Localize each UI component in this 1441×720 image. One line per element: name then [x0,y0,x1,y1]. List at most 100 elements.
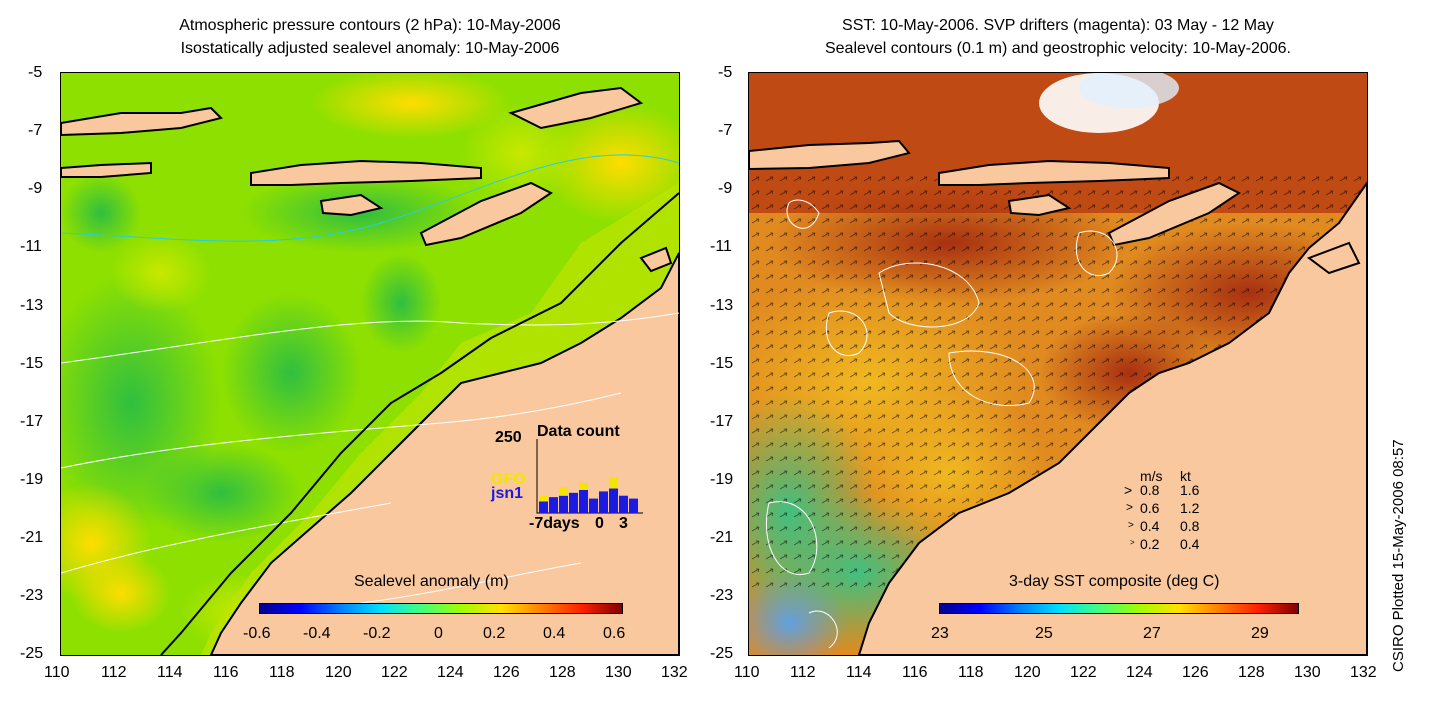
right-panel-title: SST: 10-May-2006. SVP drifters (magenta)… [748,14,1368,60]
left-lon-label: 130 [605,664,632,681]
inset-bar-gfo [579,482,588,490]
sealevel-anomaly-map: 250 Data count GFO jsn1 -7days 0 3 Seale… [60,72,680,656]
left-panel-title: Atmospheric pressure contours (2 hPa): 1… [60,14,680,60]
inset-title: Data count [537,423,620,440]
inset-series-gfo: GFO [491,471,526,488]
inset-bar-jsn1 [579,489,588,513]
legend-kt-value: 0.4 [1180,536,1200,552]
left-lon-label: 132 [661,664,688,681]
right-lon-label: 110 [734,664,760,681]
left-lat-label: -7 [28,122,43,139]
inset-bar-jsn1 [549,497,558,513]
left-lon-label: 122 [381,664,408,681]
left-lat-label: -5 [28,64,43,81]
inset-bar-gfo [559,487,568,496]
inset-bar-jsn1 [589,498,598,513]
left-lon-label: 110 [44,664,70,681]
inset-max-label: 250 [495,429,522,446]
sealevel-colorbar-bar [259,603,623,614]
left-lat-label: -17 [20,413,44,430]
sst-map-graphic [749,73,1367,655]
sst-tick-0: 23 [931,625,949,642]
left-title-line1: Atmospheric pressure contours (2 hPa): 1… [179,17,561,34]
right-lat-label: -15 [710,355,734,372]
right-lat-label: -25 [710,645,734,662]
inset-bar-jsn1 [609,488,618,513]
legend-header-ms: m/s [1140,468,1163,484]
left-lat-label: -15 [20,355,44,372]
inset-bar-jsn1 [569,492,578,513]
sst-colorbar-label: 3-day SST composite (deg C) [1009,573,1220,590]
inset-bar-gfo [609,477,618,489]
sealevel-tick-2: -0.2 [363,625,391,642]
right-lon-label: 128 [1238,664,1265,681]
legend-ms-value: 0.6 [1140,500,1160,516]
right-lat-label: -23 [710,587,734,604]
right-lon-label: 116 [902,664,928,681]
sealevel-tick-5: 0.4 [543,625,566,642]
left-lat-label: -9 [28,180,43,197]
sst-tick-2: 27 [1143,625,1161,642]
legend-ms-value: 0.2 [1140,536,1160,552]
inset-x-end: 3 [619,515,628,532]
right-lon-label: 126 [1182,664,1209,681]
inset-bars [536,439,643,514]
sealevel-tick-3: 0 [434,625,443,642]
left-lat-label: -11 [20,238,42,255]
sealevel-anomaly-map-graphic [61,73,679,655]
right-lon-label: 122 [1070,664,1097,681]
left-lat-label: -19 [20,471,44,488]
legend-kt-value: 1.6 [1180,482,1200,498]
legend-arrow-icon: > [1130,538,1135,547]
right-lat-label: -11 [710,238,732,255]
right-lat-label: -17 [710,413,734,430]
sealevel-tick-4: 0.2 [483,625,506,642]
plot-stamp: CSIRO Plotted 15-May-2006 08:57 [1390,439,1407,672]
legend-header-kt: kt [1180,468,1191,484]
sealevel-tick-1: -0.4 [303,625,331,642]
right-lon-label: 132 [1350,664,1377,681]
right-lon-label: 118 [958,664,984,681]
left-lat-label: -21 [20,529,44,546]
legend-arrow-icon: > [1126,500,1134,514]
right-lat-label: -5 [718,64,733,81]
right-lat-label: -19 [710,471,734,488]
sst-tick-3: 29 [1251,625,1269,642]
sst-map: m/s kt > 0.8 1.6 > 0.6 1.2 > 0.4 0.8 > 0… [748,72,1368,656]
sst-colorbar-bar [939,603,1299,614]
left-lon-label: 112 [101,664,127,681]
left-lon-label: 118 [269,664,295,681]
right-lat-label: -7 [718,122,733,139]
inset-bar-jsn1 [539,501,548,513]
left-lon-label: 116 [213,664,239,681]
sst-tick-1: 25 [1035,625,1053,642]
left-lon-label: 126 [493,664,520,681]
velocity-legend: m/s kt > 0.8 1.6 > 0.6 1.2 > 0.4 0.8 > 0… [1124,468,1244,552]
right-lat-label: -21 [710,529,734,546]
inset-series-jsn1: jsn1 [491,485,524,502]
legend-ms-value: 0.4 [1140,518,1160,534]
left-lat-label: -25 [20,645,44,662]
sealevel-tick-0: -0.6 [243,625,271,642]
right-lon-label: 114 [846,664,872,681]
inset-bar-jsn1 [599,491,608,513]
legend-kt-value: 0.8 [1180,518,1200,534]
inset-x-zero: 0 [595,515,604,532]
right-lon-label: 112 [790,664,816,681]
legend-ms-value: 0.8 [1140,482,1160,498]
left-lon-label: 114 [157,664,183,681]
left-lon-label: 128 [549,664,576,681]
legend-arrow-icon: > [1128,520,1134,531]
left-lat-label: -13 [20,297,44,314]
legend-kt-value: 1.2 [1180,500,1200,516]
left-lon-label: 120 [325,664,352,681]
inset-bar-gfo [539,495,548,502]
right-lat-label: -13 [710,297,734,314]
right-lon-label: 130 [1294,664,1321,681]
left-lon-label: 124 [437,664,464,681]
right-title-line2: Sealevel contours (0.1 m) and geostrophi… [824,40,1291,57]
inset-bar-jsn1 [629,498,638,513]
left-title-line2: Isostatically adjusted sealevel anomaly:… [180,40,560,57]
sealevel-tick-6: 0.6 [603,625,626,642]
right-title-line1: SST: 10-May-2006. SVP drifters (magenta)… [842,17,1274,34]
